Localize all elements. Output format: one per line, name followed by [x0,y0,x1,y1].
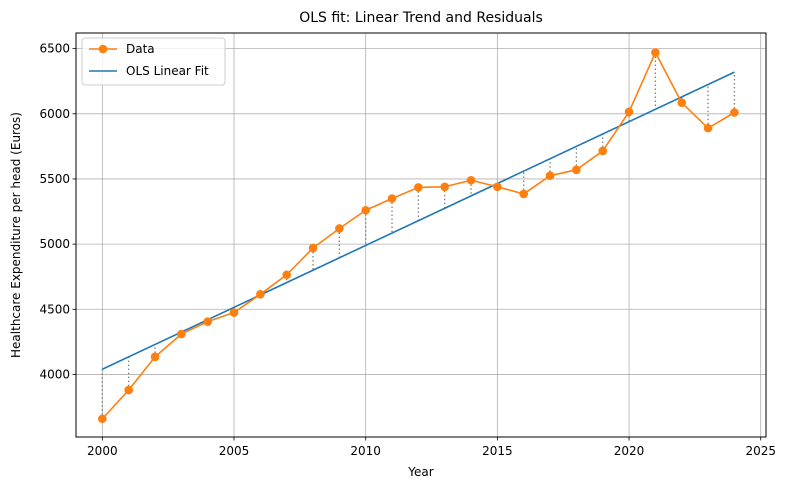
data-point [651,48,660,57]
data-point [308,243,318,253]
x-tick-label: 2000 [87,444,118,458]
ols-fit-line [101,71,735,370]
y-tick-label: 5500 [39,172,70,186]
plot-frame [75,32,767,438]
data-line [101,51,735,420]
data-point [335,224,344,233]
data-point [519,189,529,199]
data-point [677,98,687,108]
chart-title: OLS fit: Linear Trend and Residuals [299,10,543,26]
data-point [624,107,634,117]
x-tick-label: 2015 [482,444,513,458]
data-point [387,194,397,203]
axis-ticks: 2000 2005 2010 2015 2020 2025 4000 4500 5000 5500… [39,42,776,458]
data-point [98,414,107,424]
y-tick-label: 6000 [39,107,70,121]
data-point [572,165,581,175]
data-point [256,289,265,299]
fit-line-layer [101,71,735,370]
data-series-layer [98,48,739,424]
data-point [493,182,502,192]
data-point [545,171,555,181]
legend-box [81,37,226,86]
data-point [229,308,239,317]
y-tick-label: 5000 [39,237,70,251]
y-tick-label: 6500 [39,42,70,56]
data-point [177,329,186,339]
data-point [124,385,133,395]
data-point [414,183,423,192]
data-point [598,146,608,156]
legend-fit-label: OLS Linear Fit [126,64,209,78]
legend-data-label: Data [126,42,155,56]
data-point [466,175,476,185]
data-point [203,317,212,326]
y-axis-label: Healthcare Expenditure per head (Euros) [9,112,23,358]
x-tick-label: 2010 [350,444,381,458]
x-tick-label: 2025 [745,444,776,458]
grid [76,33,766,437]
data-point [282,270,291,280]
data-point [440,182,450,192]
data-point [361,205,370,215]
data-point [730,108,739,117]
legend-data-swatch-marker [98,44,108,54]
residual-lines [101,52,736,419]
y-tick-label: 4000 [39,367,70,381]
x-tick-label: 2005 [219,444,250,458]
data-point [150,352,160,362]
legend: Data OLS Linear Fit [81,37,226,86]
data-point [703,123,713,133]
y-tick-label: 4500 [39,302,70,316]
x-axis-label: Year [407,465,433,479]
x-tick-label: 2020 [614,444,645,458]
